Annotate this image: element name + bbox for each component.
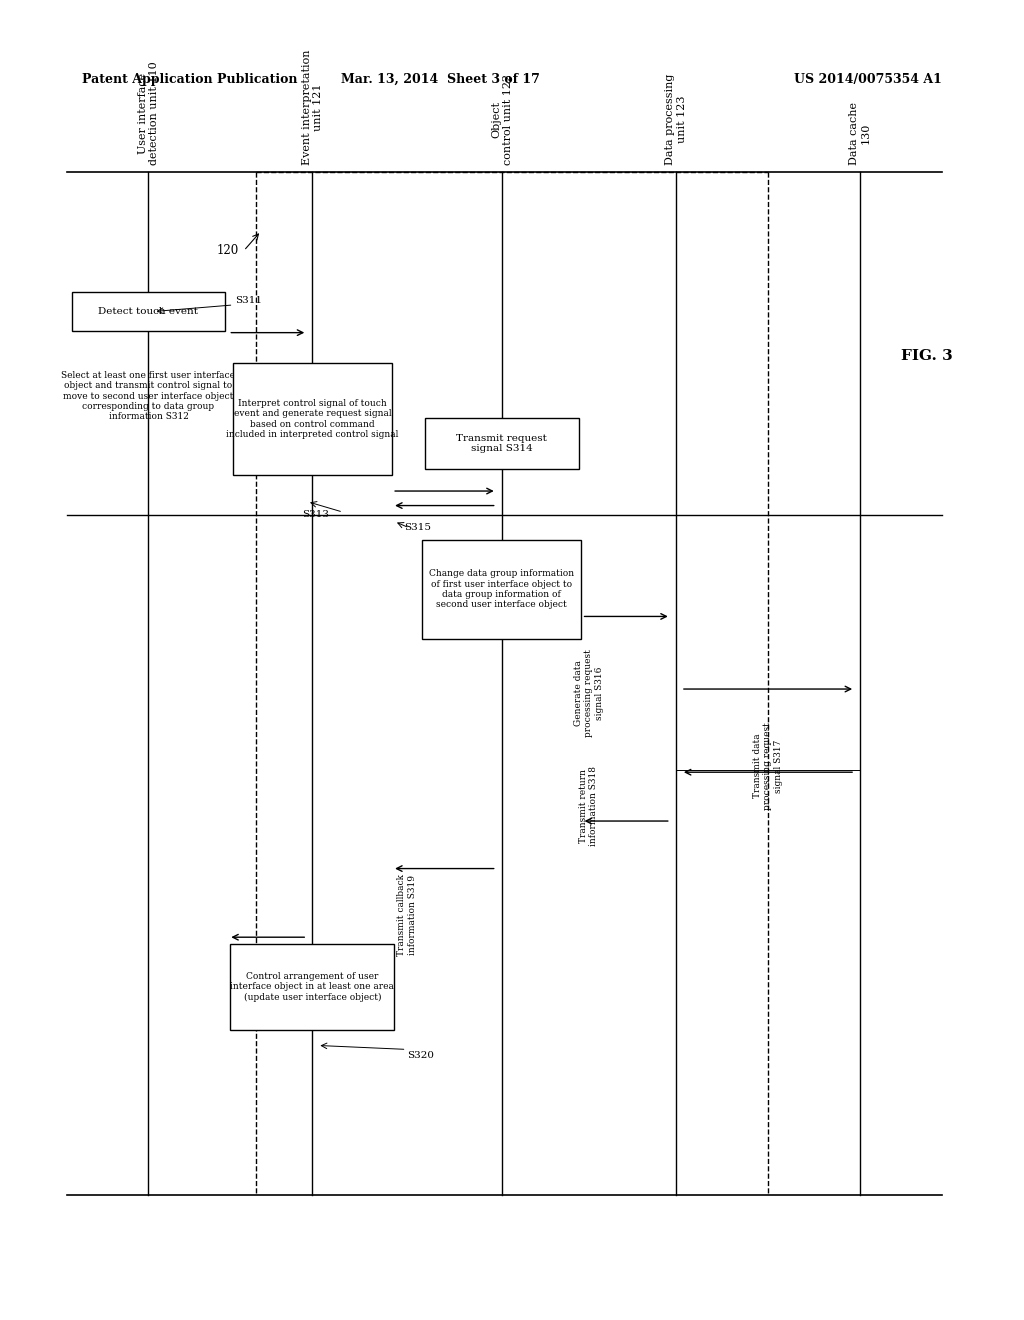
Text: Change data group information
of first user interface object to
data group infor: Change data group information of first u… xyxy=(429,569,574,610)
FancyBboxPatch shape xyxy=(230,944,394,1030)
Text: Interpret control signal of touch
event and generate request signal
based on con: Interpret control signal of touch event … xyxy=(226,399,398,440)
Text: S315: S315 xyxy=(404,524,431,532)
Text: S313: S313 xyxy=(302,511,329,519)
Text: 120: 120 xyxy=(216,244,239,257)
Text: US 2014/0075354 A1: US 2014/0075354 A1 xyxy=(795,73,942,86)
Text: Transmit return
information S318: Transmit return information S318 xyxy=(580,766,598,846)
Text: Data processing
unit 123: Data processing unit 123 xyxy=(665,74,687,165)
Text: Generate data
processing request
signal S316: Generate data processing request signal … xyxy=(573,649,604,738)
Text: Transmit request
signal S314: Transmit request signal S314 xyxy=(457,434,547,453)
Text: Control arrangement of user
interface object in at least one area
(update user i: Control arrangement of user interface ob… xyxy=(230,972,394,1002)
Text: Patent Application Publication: Patent Application Publication xyxy=(82,73,297,86)
FancyBboxPatch shape xyxy=(425,418,579,469)
FancyBboxPatch shape xyxy=(422,540,582,639)
Text: Data cache
130: Data cache 130 xyxy=(849,102,871,165)
Text: Mar. 13, 2014  Sheet 3 of 17: Mar. 13, 2014 Sheet 3 of 17 xyxy=(341,73,540,86)
Text: User interface
detection unit 110: User interface detection unit 110 xyxy=(137,61,160,165)
Text: Transmit data
processing request
signal S317: Transmit data processing request signal … xyxy=(753,722,783,810)
Text: Transmit callback
information S319: Transmit callback information S319 xyxy=(397,874,417,956)
Text: Event interpretation
unit 121: Event interpretation unit 121 xyxy=(301,49,324,165)
FancyBboxPatch shape xyxy=(232,363,391,475)
FancyBboxPatch shape xyxy=(72,292,225,331)
Text: Object
control unit 122: Object control unit 122 xyxy=(490,74,513,165)
Text: Detect touch event: Detect touch event xyxy=(98,308,199,315)
Text: S320: S320 xyxy=(408,1052,434,1060)
Text: Select at least one first user interface
object and transmit control signal to
m: Select at least one first user interface… xyxy=(61,371,236,421)
Text: FIG. 3: FIG. 3 xyxy=(900,350,952,363)
Text: S311: S311 xyxy=(236,297,262,305)
